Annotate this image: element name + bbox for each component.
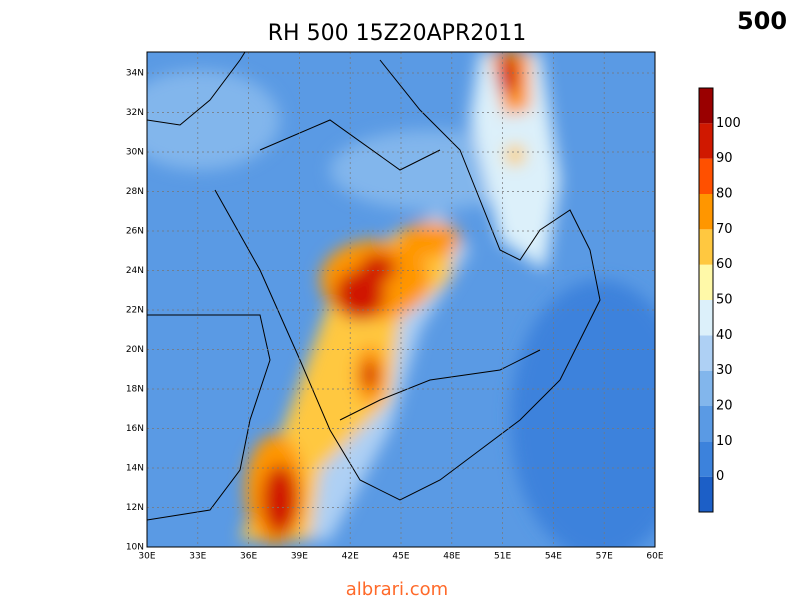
lon-label: 39E	[291, 552, 308, 562]
watermark: albrari.com	[346, 579, 448, 600]
lat-label: 22N	[126, 306, 144, 316]
colorbar-label: 80	[716, 187, 733, 202]
map-frame	[146, 51, 656, 548]
lon-label: 54E	[545, 552, 562, 562]
lat-label: 18N	[126, 385, 144, 395]
lat-label: 32N	[126, 108, 144, 118]
colorbar-segment	[699, 229, 713, 265]
lat-label: 20N	[126, 345, 144, 355]
lat-label: 30N	[126, 148, 144, 158]
colorbar-segment	[699, 88, 713, 124]
lon-label: 36E	[240, 552, 257, 562]
lat-label: 12N	[126, 503, 144, 513]
colorbar-frame	[698, 87, 714, 513]
level-label: 500	[737, 7, 787, 35]
lon-label: 45E	[392, 552, 409, 562]
lon-label: 60E	[646, 552, 663, 562]
colorbar-label: 30	[716, 363, 733, 378]
colorbar-label: 50	[716, 293, 733, 308]
colorbar-segment	[699, 300, 713, 336]
lat-label: 34N	[126, 69, 144, 79]
colorbar-segment	[699, 158, 713, 194]
lon-label: 30E	[138, 552, 155, 562]
lat-label: 10N	[126, 543, 144, 553]
colorbar-label: 0	[716, 469, 724, 484]
lon-label: 42E	[342, 552, 359, 562]
colorbar-label: 60	[716, 257, 733, 272]
lat-label: 24N	[126, 266, 144, 276]
colorbar-segment	[699, 335, 713, 371]
colorbar-label: 90	[716, 151, 733, 166]
lon-label: 57E	[596, 552, 613, 562]
colorbar: 0 10 20 30 40 50 60 70 80 90 100	[698, 87, 741, 513]
colorbar-segment	[699, 194, 713, 230]
colorbar-segment	[699, 406, 713, 442]
colorbar-label: 100	[716, 116, 741, 131]
lat-label: 28N	[126, 187, 144, 197]
rh-field	[147, 52, 655, 547]
lon-label: 33E	[189, 552, 206, 562]
colorbar-label: 40	[716, 328, 733, 343]
map-grid: 10N 12N 14N 16N 18N 20N 22N 24N 26N 28N 30N 32N 34N 3…	[126, 52, 664, 562]
colorbar-label: 70	[716, 222, 733, 237]
lat-label: 16N	[126, 424, 144, 434]
colorbar-label: 10	[716, 434, 733, 449]
lon-label: 51E	[494, 552, 511, 562]
colorbar-segment	[699, 264, 713, 300]
colorbar-segment	[699, 476, 713, 512]
lon-label: 48E	[443, 552, 460, 562]
colorbar-segment	[699, 123, 713, 159]
colorbar-segment	[699, 441, 713, 477]
colorbar-segment	[699, 370, 713, 406]
colorbar-label: 20	[716, 399, 733, 414]
lat-label: 26N	[126, 227, 144, 237]
lat-label: 14N	[126, 464, 144, 474]
title: RH 500 15Z20APR2011	[268, 21, 526, 46]
